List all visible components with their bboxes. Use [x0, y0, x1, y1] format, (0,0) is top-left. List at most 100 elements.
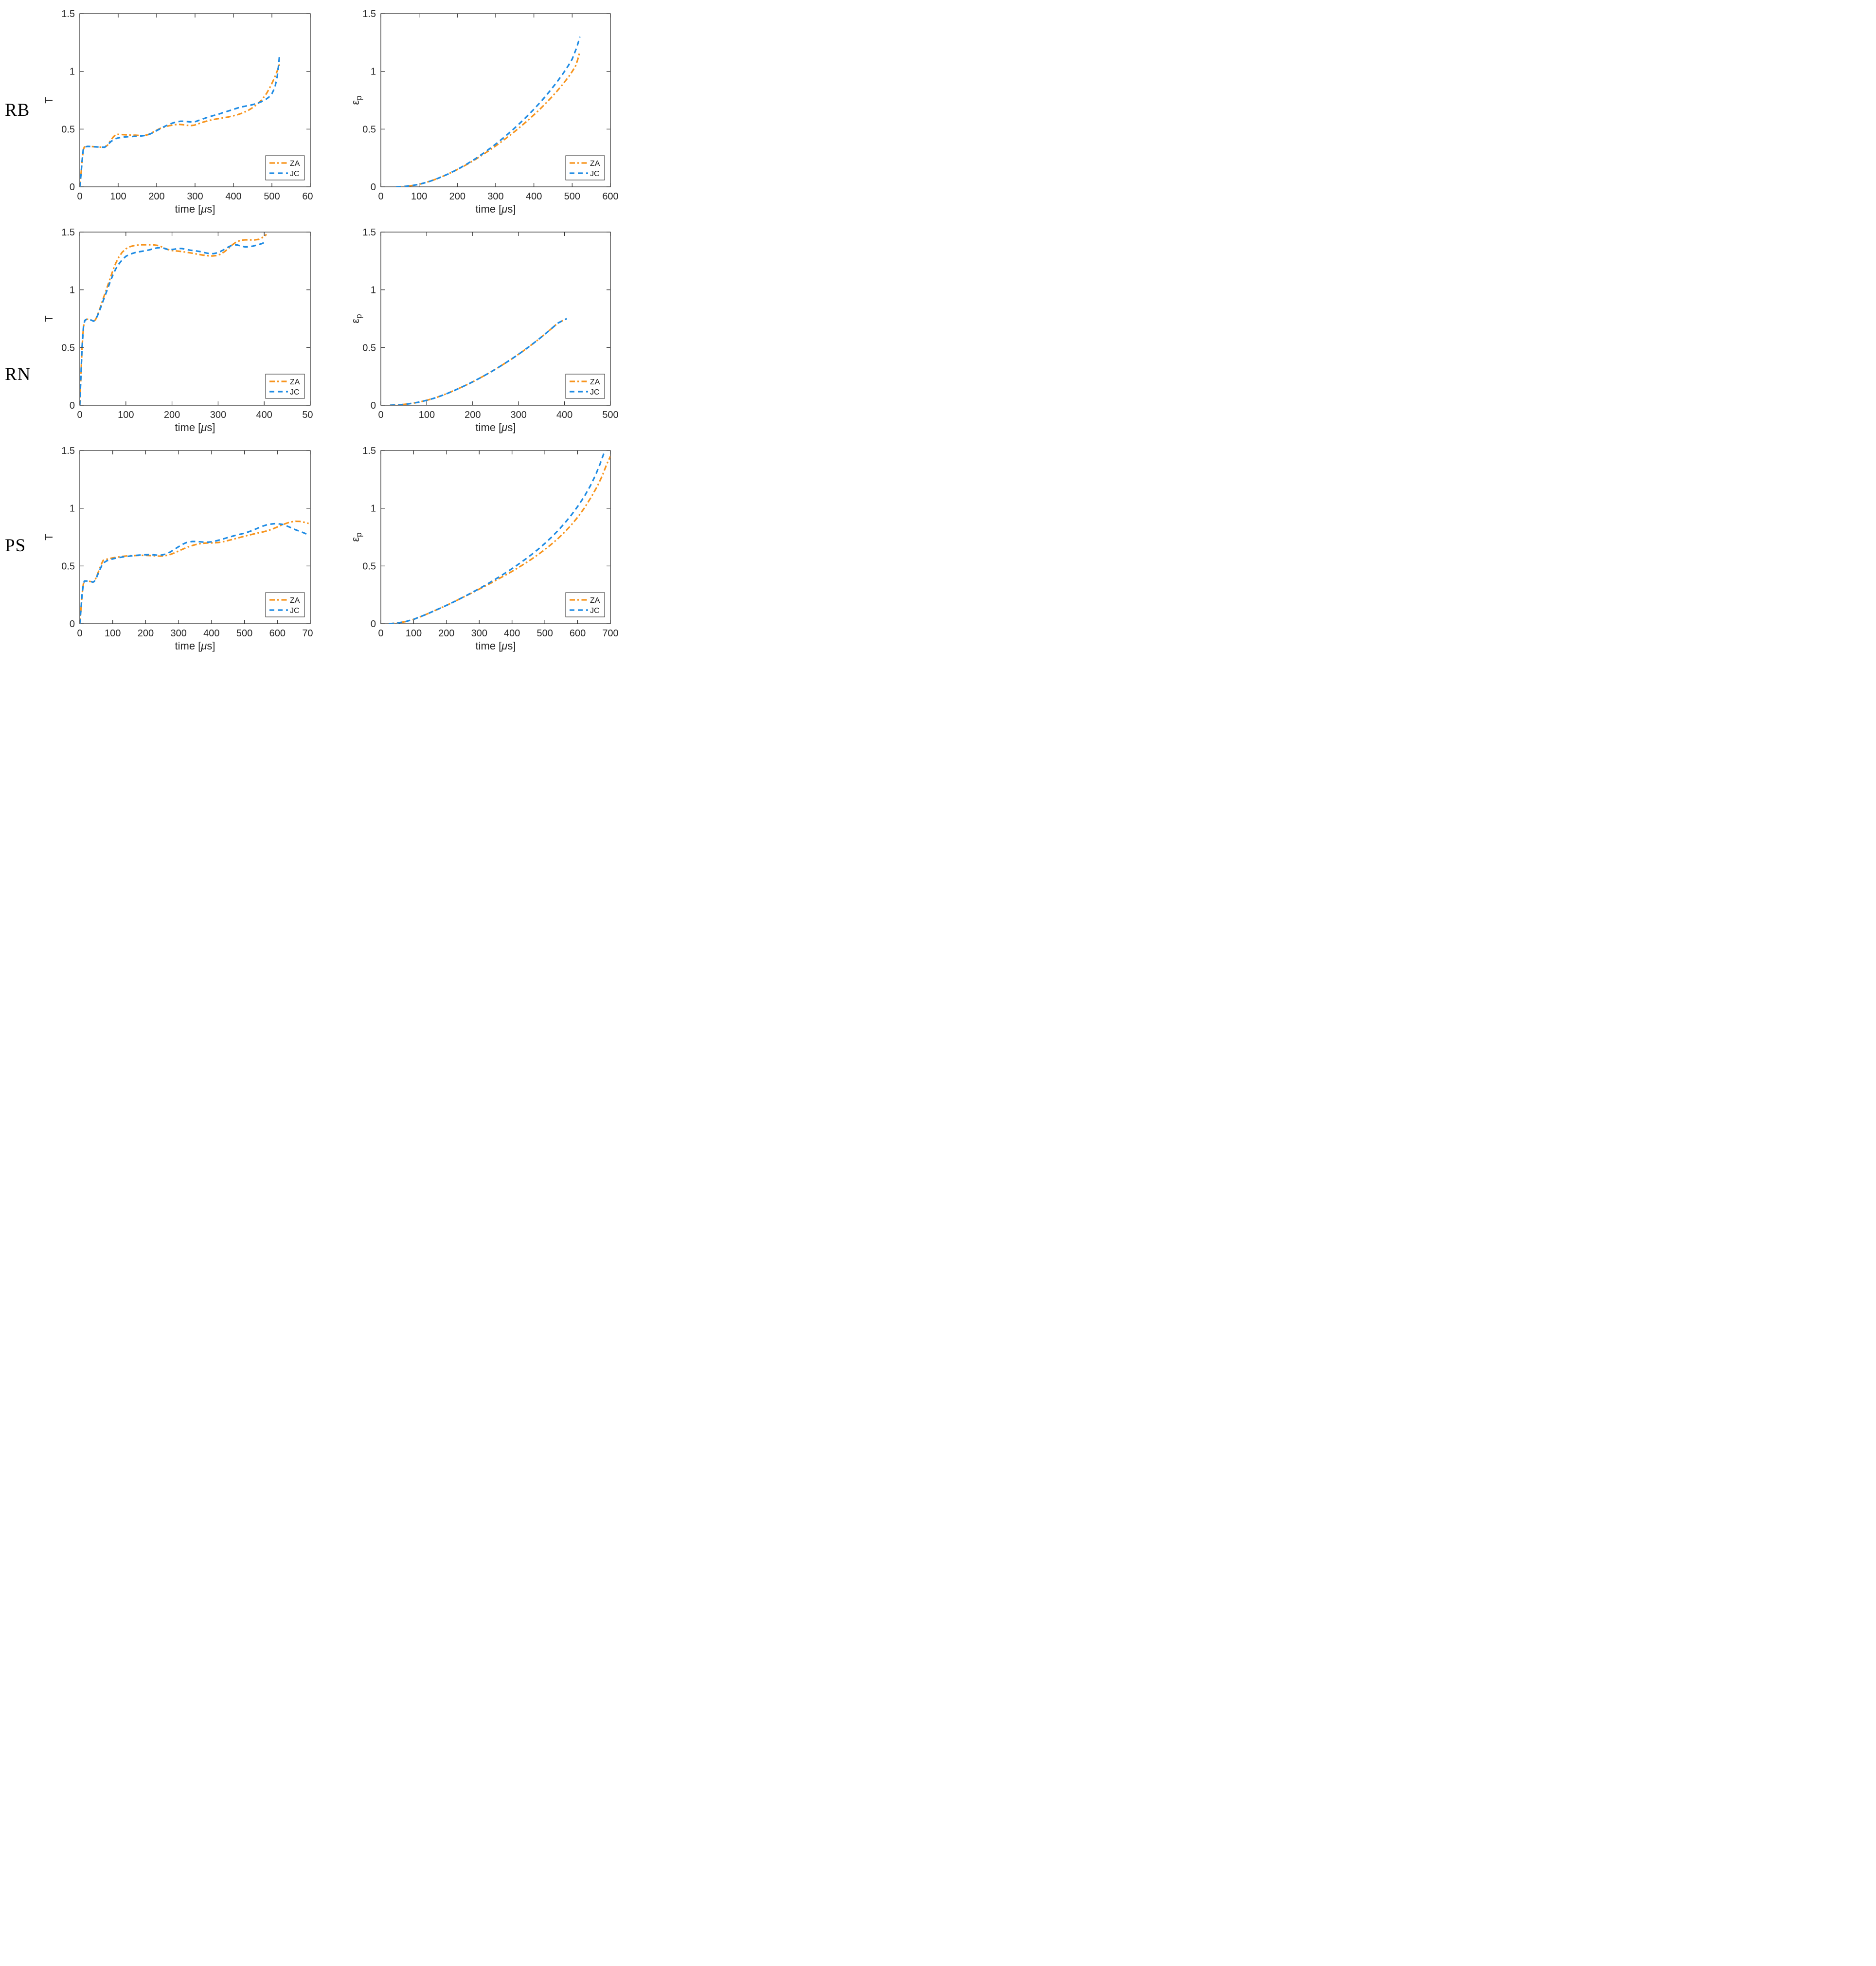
legend: ZA JC [265, 592, 305, 617]
y-axis-label: T [43, 315, 55, 322]
x-tick-label: 0 [77, 191, 82, 202]
chart-rb-temperature: 0 100 200 300 400 500 600 0 0.5 1 1.5 time [μs] T ZA J… [0, 0, 319, 218]
series-za-line [396, 51, 581, 187]
axes-box [79, 450, 311, 624]
x-axis-label: time [μs] [175, 203, 215, 215]
row-label-rb: RB [5, 100, 30, 120]
y-tick-label: 1.5 [362, 446, 376, 456]
legend-label-za: ZA [290, 596, 300, 605]
x-tick-label: 100 [105, 628, 121, 639]
x-tick-label: 300 [487, 191, 503, 202]
rb-plastic-strain-plot: 0 100 200 300 400 500 600 0 0.5 1 1.5 time [μs] εp ZA… [349, 9, 619, 215]
x-tick-label: 200 [138, 628, 154, 639]
legend-label-jc: JC [590, 170, 600, 178]
x-tick-label: 400 [504, 628, 520, 639]
x-axis-label: time [μs] [476, 640, 516, 652]
ps-temperature-plot: 0 100 200 300 400 500 600 700 0 0.5 1 1.5 time [μs] T… [43, 446, 319, 652]
x-tick-label: 200 [148, 191, 164, 202]
x-tick-label: 500 [536, 628, 553, 639]
x-tick-label: 100 [406, 628, 422, 639]
legend-label-jc: JC [290, 607, 300, 615]
legend-label-za: ZA [590, 378, 600, 386]
x-tick-label: 600 [570, 628, 586, 639]
y-tick-label: 0 [371, 400, 376, 411]
x-tick-label: 200 [164, 410, 180, 420]
x-axis-label: time [μs] [476, 421, 516, 433]
y-tick-label: 1 [371, 504, 376, 514]
x-tick-label: 200 [465, 410, 481, 420]
x-tick-label: 100 [110, 191, 126, 202]
y-tick-label: 1 [70, 285, 75, 296]
legend-box [565, 155, 605, 180]
x-tick-label: 100 [118, 410, 134, 420]
y-tick-label: 1.5 [362, 227, 376, 238]
y-tick-label: 1 [371, 67, 376, 77]
y-tick-label: 1.5 [61, 446, 75, 456]
axes-box [79, 232, 311, 406]
x-tick-label: 500 [564, 191, 580, 202]
y-tick-label: 0 [70, 619, 75, 630]
axes-box [380, 232, 611, 406]
y-axis-label: εp [349, 95, 363, 105]
rn-plastic-strain-plot: 0 100 200 300 400 500 0 0.5 1 1.5 time [μs] εp ZA JC [349, 227, 619, 433]
row-label-rn: RN [5, 364, 31, 384]
x-tick-label: 500 [236, 628, 252, 639]
tick-labels: 0 100 200 300 400 500 600 700 0 0.5 1 1.5 [362, 446, 619, 639]
x-tick-label: 300 [170, 628, 186, 639]
y-tick-label: 1.5 [61, 9, 75, 19]
y-tick-label: 0.5 [61, 561, 75, 572]
row-label-ps: PS [5, 536, 26, 556]
legend-box [565, 592, 605, 617]
legend-box [265, 592, 305, 617]
y-axis-label: T [43, 534, 55, 540]
y-tick-label: 0.5 [61, 124, 75, 135]
tick-marks [380, 13, 611, 187]
legend-box [265, 374, 305, 399]
tick-marks [380, 232, 611, 406]
series-za-line [80, 234, 268, 405]
chart-ps-plastic-strain: 0 100 200 300 400 500 600 700 0 0.5 1 1.5 time [μs] ε… [313, 437, 625, 655]
y-tick-label: 0.5 [61, 343, 75, 353]
series-jc-line [396, 36, 581, 187]
legend-label-jc: JC [590, 388, 600, 397]
rb-temperature-plot: 0 100 200 300 400 500 600 0 0.5 1 1.5 time [μs] T ZA J… [43, 9, 319, 215]
legend-label-jc: JC [290, 388, 300, 397]
legend-label-za: ZA [290, 378, 300, 386]
x-tick-label: 700 [302, 628, 313, 639]
x-tick-label: 400 [203, 628, 219, 639]
y-tick-label: 0 [70, 182, 75, 193]
x-tick-label: 300 [511, 410, 527, 420]
series-jc-line [80, 523, 309, 624]
x-tick-label: 400 [225, 191, 241, 202]
legend: ZA JC [565, 374, 605, 399]
series-za-line [80, 520, 309, 624]
rn-temperature-plot: 0 100 200 300 400 500 0 0.5 1 1.5 time [μs] T ZA JC [43, 227, 319, 433]
x-tick-label: 200 [438, 628, 454, 639]
y-tick-label: 0.5 [362, 343, 376, 353]
x-tick-label: 300 [471, 628, 487, 639]
tick-labels: 0 100 200 300 400 500 0 0.5 1 1.5 [362, 227, 619, 420]
legend: ZA JC [565, 592, 605, 617]
x-tick-label: 400 [256, 410, 272, 420]
x-axis-label: time [μs] [175, 421, 215, 433]
y-tick-label: 0.5 [362, 561, 376, 572]
x-tick-label: 100 [411, 191, 427, 202]
tick-marks [380, 450, 611, 624]
chart-rn-temperature: 0 100 200 300 400 500 0 0.5 1 1.5 time [μs] T ZA JC [0, 218, 319, 437]
chart-ps-temperature: 0 100 200 300 400 500 600 700 0 0.5 1 1.5 time [μs] T… [0, 437, 319, 655]
y-tick-label: 1.5 [362, 9, 376, 19]
x-tick-label: 0 [378, 410, 383, 420]
series-jc-line [80, 54, 281, 187]
legend-box [265, 155, 305, 180]
axes-box [380, 450, 611, 624]
y-tick-label: 1 [70, 504, 75, 514]
x-tick-label: 0 [378, 628, 383, 639]
series-za-line [390, 318, 567, 405]
chart-rb-plastic-strain: 0 100 200 300 400 500 600 0 0.5 1 1.5 time [μs] εp ZA… [313, 0, 625, 218]
legend: ZA JC [565, 155, 605, 180]
chart-rn-plastic-strain: 0 100 200 300 400 500 0 0.5 1 1.5 time [μs] εp ZA JC [313, 218, 625, 437]
legend-label-za: ZA [590, 160, 600, 168]
legend-label-jc: JC [290, 170, 300, 178]
y-tick-label: 0 [371, 619, 376, 630]
